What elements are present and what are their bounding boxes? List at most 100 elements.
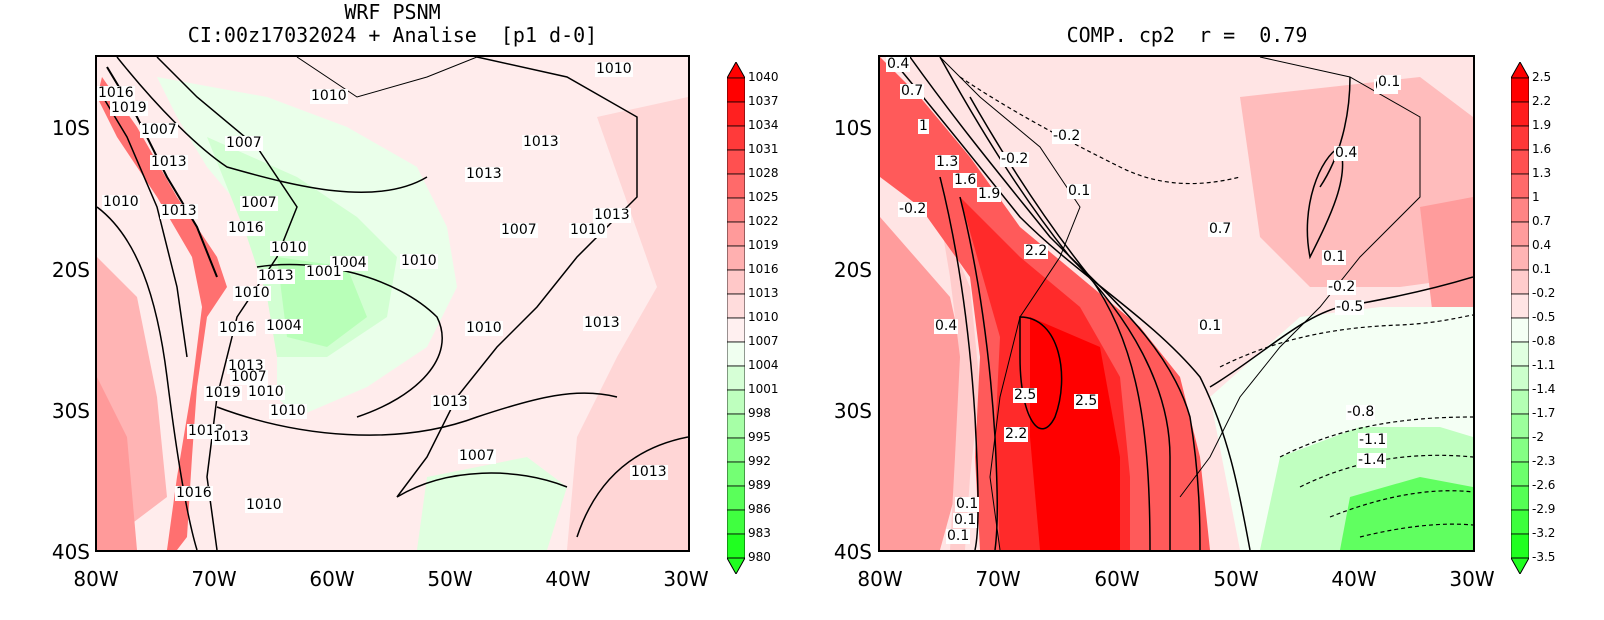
contour-label: 1013: [465, 166, 503, 182]
contour-label: -1.4: [1357, 452, 1387, 468]
contour-label: -0.8: [1346, 404, 1376, 420]
left-colorbar-svg: [726, 60, 746, 576]
left-ytick-10s: 10S: [51, 116, 90, 140]
colorbar-label: 986: [748, 502, 771, 516]
left-ytick-20s: 20S: [51, 258, 90, 282]
right-ytick-30s: 30S: [833, 399, 872, 423]
contour-label: -0.2: [1000, 151, 1030, 167]
right-panel: COMP. cp2 r = 0.79: [802, 0, 1604, 620]
colorbar-label: -2: [1532, 430, 1544, 444]
colorbar-segment: [1510, 461, 1530, 487]
colorbar-label: -1.7: [1532, 406, 1556, 420]
contour-label: 1: [918, 118, 929, 134]
colorbar-label: 1037: [748, 94, 779, 108]
colorbar-label: -2.6: [1532, 478, 1556, 492]
right-ytick-40s: 40S: [833, 540, 872, 564]
contour-label: 1010: [233, 285, 271, 301]
contour-label: 1.9: [977, 186, 1002, 202]
colorbar-label: 1034: [748, 118, 779, 132]
colorbar-top-arrow: [1510, 60, 1530, 79]
colorbar-label: 1022: [748, 214, 779, 228]
contour-label: -0.2: [898, 201, 928, 217]
colorbar-label: 1031: [748, 142, 779, 156]
colorbar-segment: [726, 173, 746, 199]
contour-label: 0.7: [1208, 221, 1233, 237]
colorbar-label: 1: [1532, 190, 1540, 204]
contour-label: 1010: [269, 403, 307, 419]
contour-label: 0.1: [1377, 74, 1402, 90]
colorbar-label: -1.4: [1532, 382, 1556, 396]
contour-label: 1016: [175, 485, 213, 501]
colorbar-segment: [726, 269, 746, 295]
colorbar-segment: [1510, 389, 1530, 415]
colorbar-label: 1025: [748, 190, 779, 204]
contour-label: 1013: [160, 203, 198, 219]
colorbar-label: 1019: [748, 238, 779, 252]
colorbar-label: 1.6: [1532, 142, 1552, 156]
contour-label: 1013: [593, 207, 631, 223]
colorbar-label: 989: [748, 478, 771, 492]
colorbar-label: 1040: [748, 70, 779, 84]
contour-label: 1010: [465, 320, 503, 336]
colorbar-label: -3.2: [1532, 526, 1556, 540]
colorbar-segment: [726, 293, 746, 319]
contour-label: 1007: [240, 195, 278, 211]
contour-label: 1016: [97, 85, 135, 101]
right-xtick-80w: 80W: [857, 567, 903, 591]
colorbar-label: -0.8: [1532, 334, 1556, 348]
colorbar-segment: [1510, 413, 1530, 439]
contour-label: 0.1: [953, 512, 978, 528]
contour-label: 1007: [500, 222, 538, 238]
colorbar-bottom-arrow: [1510, 557, 1530, 576]
colorbar-label: 1010: [748, 310, 779, 324]
contour-label: 1013: [431, 394, 469, 410]
contour-label: 1007: [230, 369, 268, 385]
colorbar-top-arrow: [726, 60, 746, 79]
left-ytick-30s: 30S: [51, 399, 90, 423]
colorbar-segment: [1510, 101, 1530, 127]
contour-label: 2.5: [1013, 387, 1038, 403]
colorbar-segment: [1510, 437, 1530, 463]
left-ytick-40s: 40S: [51, 540, 90, 564]
colorbar-label: -2.9: [1532, 502, 1556, 516]
right-title: COMP. cp2 r = 0.79: [1066, 23, 1308, 47]
colorbar-label: 995: [748, 430, 771, 444]
colorbar-segment: [726, 101, 746, 127]
contour-label: 0.1: [1067, 183, 1092, 199]
colorbar-label: 1013: [748, 286, 779, 300]
colorbar-label: 1016: [748, 262, 779, 276]
colorbar-segment: [726, 413, 746, 439]
left-map: 1016 1019 1007 1013 1010 1013 1007 1010 …: [95, 55, 690, 552]
contour-label: 1007: [458, 448, 496, 464]
contour-label: 1019: [204, 385, 242, 401]
contour-label: 1001: [305, 264, 343, 280]
contour-label: 0.1: [1322, 249, 1347, 265]
colorbar-segment: [726, 197, 746, 223]
right-map-field: [880, 57, 1473, 550]
colorbar-segment: [726, 77, 746, 103]
left-xtick-80w: 80W: [73, 567, 119, 591]
left-colorbar: [726, 60, 746, 576]
colorbar-label: 0.7: [1532, 214, 1552, 228]
colorbar-label: 1.3: [1532, 166, 1552, 180]
colorbar-label: -0.5: [1532, 310, 1556, 324]
contour-label: 1013: [522, 134, 560, 150]
colorbar-label: -0.2: [1532, 286, 1556, 300]
contour-label: 1010: [247, 384, 285, 400]
colorbar-label: 0.1: [1532, 262, 1552, 276]
contour-label: 2.5: [1074, 393, 1099, 409]
contour-label: 0.1: [946, 528, 971, 544]
contour-label: 1019: [110, 100, 148, 116]
right-ytick-10s: 10S: [833, 116, 872, 140]
colorbar-segment: [726, 461, 746, 487]
colorbar-label: 2.5: [1532, 70, 1552, 84]
contour-label: -0.2: [1327, 279, 1357, 295]
colorbar-label: 980: [748, 550, 771, 564]
contour-label: 1013: [150, 154, 188, 170]
left-xtick-60w: 60W: [309, 567, 355, 591]
right-xtick-40w: 40W: [1331, 567, 1377, 591]
contour-label: 0.4: [1334, 145, 1359, 161]
colorbar-label: 998: [748, 406, 771, 420]
colorbar-label: 1028: [748, 166, 779, 180]
right-colorbar-svg: [1510, 60, 1530, 576]
